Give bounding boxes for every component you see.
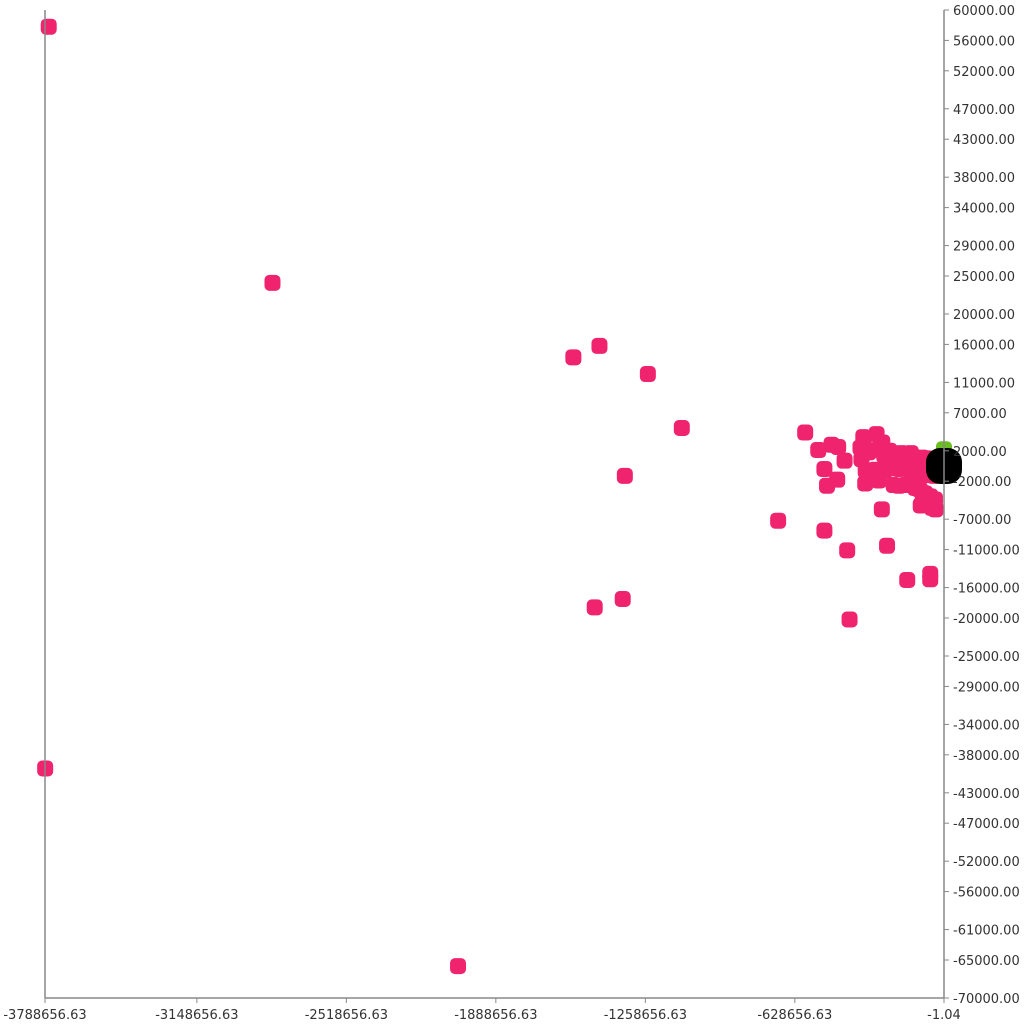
y-tick-label-6: 34000.00 xyxy=(953,202,1015,217)
data-point-s0-12 xyxy=(797,424,814,441)
data-point-s0-7 xyxy=(616,467,633,484)
y-tick-label-15: -7000.00 xyxy=(953,513,1011,528)
data-point-s0-9 xyxy=(614,591,631,607)
data-point-s0-21 xyxy=(839,542,856,559)
y-tick-label-10: 16000.00 xyxy=(953,338,1015,353)
y-tick-label-24: -47000.00 xyxy=(953,817,1020,832)
data-point-s0-3 xyxy=(565,349,582,366)
data-point-s0-2 xyxy=(264,274,281,291)
y-tick-label-27: -61000.00 xyxy=(953,924,1020,939)
y-tick-label-8: 25000.00 xyxy=(953,270,1015,285)
data-point-s0-74 xyxy=(873,501,890,518)
data-point-s0-19 xyxy=(829,471,846,488)
x-tick-label-5: -628656.63 xyxy=(757,1008,832,1023)
data-point-s0-16 xyxy=(816,461,833,478)
x-tick-label-0: -3788656.63 xyxy=(3,1008,86,1023)
y-tick-label-18: -20000.00 xyxy=(953,612,1020,627)
data-point-s0-58 xyxy=(857,475,874,492)
y-tick-label-0: 60000.00 xyxy=(953,4,1015,19)
data-point-s0-11 xyxy=(770,512,787,529)
data-point-s0-10 xyxy=(450,958,467,975)
data-point-s0-75 xyxy=(879,537,896,554)
y-tick-label-7: 29000.00 xyxy=(953,240,1015,255)
data-point-s0-72 xyxy=(927,501,944,518)
data-point-s0-5 xyxy=(639,366,656,383)
y-tick-label-16: -11000.00 xyxy=(953,544,1020,559)
points-layer xyxy=(37,18,962,975)
y-tick-label-25: -52000.00 xyxy=(953,855,1020,870)
data-point-s0-0 xyxy=(40,18,57,35)
data-point-s0-20 xyxy=(816,522,833,539)
data-point-s0-73 xyxy=(912,497,929,514)
y-tick-label-19: -25000.00 xyxy=(953,650,1020,665)
data-point-s0-79 xyxy=(841,611,858,628)
y-tick-label-9: 20000.00 xyxy=(953,308,1015,323)
x-tick-label-2: -2518656.63 xyxy=(305,1008,388,1023)
x-tick-label-4: -1258656.63 xyxy=(604,1008,687,1023)
y-tick-label-23: -43000.00 xyxy=(953,787,1020,802)
y-tick-label-29: -70000.00 xyxy=(953,992,1020,1007)
y-tick-label-28: -65000.00 xyxy=(953,954,1020,969)
x-tick-label-3: -1888656.63 xyxy=(454,1008,537,1023)
y-tick-label-11: 11000.00 xyxy=(953,376,1015,391)
y-tick-label-14: -2000.00 xyxy=(953,475,1011,490)
data-point-s0-8 xyxy=(586,599,603,616)
y-tick-label-22: -38000.00 xyxy=(953,749,1020,764)
x-tick-label-1: -3148656.63 xyxy=(155,1008,238,1023)
y-tick-label-5: 38000.00 xyxy=(953,171,1015,186)
y-tick-label-2: 52000.00 xyxy=(953,65,1015,80)
y-tick-label-1: 56000.00 xyxy=(953,34,1015,49)
axes-layer: 60000.00 56000.00 52000.00 47000.00 43000.00… xyxy=(3,4,1019,1023)
x-tick-label-6: -1.04 xyxy=(927,1008,961,1023)
y-tick-label-17: -16000.00 xyxy=(953,582,1020,597)
data-point-s0-15 xyxy=(830,439,847,455)
y-tick-label-4: 43000.00 xyxy=(953,133,1015,148)
data-point-s0-78 xyxy=(922,571,939,588)
y-tick-label-13: 2000.00 xyxy=(953,445,1007,460)
y-tick-label-26: -56000.00 xyxy=(953,886,1020,901)
y-tick-label-12: 7000.00 xyxy=(953,407,1007,422)
data-point-s0-13 xyxy=(810,442,827,459)
data-point-s0-6 xyxy=(673,420,690,436)
data-point-s0-4 xyxy=(591,337,608,354)
data-point-s0-17 xyxy=(836,452,853,469)
y-tick-label-21: -34000.00 xyxy=(953,718,1020,733)
y-tick-label-3: 47000.00 xyxy=(953,103,1015,118)
data-point-s0-59 xyxy=(870,472,887,489)
data-point-s0-76 xyxy=(899,572,916,588)
y-tick-label-20: -29000.00 xyxy=(953,680,1020,695)
